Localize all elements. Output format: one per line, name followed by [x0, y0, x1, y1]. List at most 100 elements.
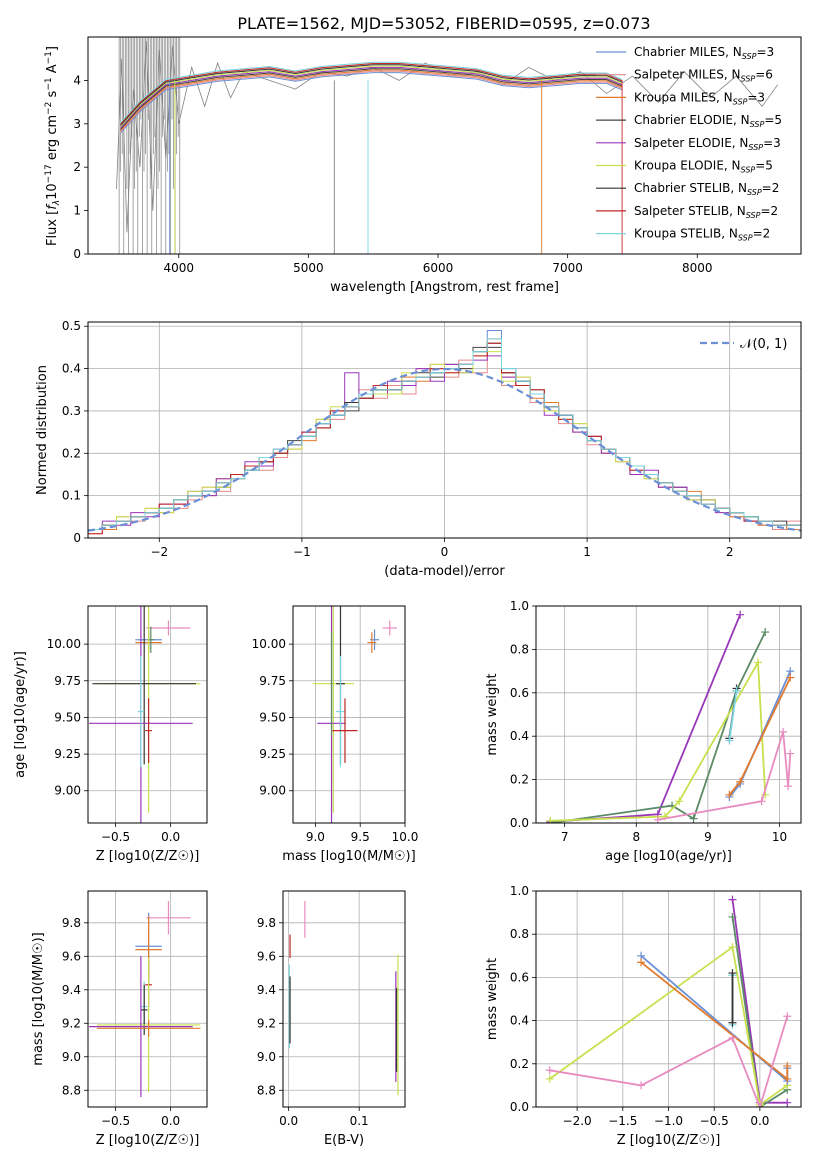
y-tick-label: 9.0: [257, 1050, 276, 1064]
model-spectrum-line: [120, 64, 623, 126]
plot-area-age_vs_Z: [89, 606, 201, 823]
weight-marker: [728, 1018, 737, 1027]
weight-marker: [757, 797, 766, 806]
x-tick-label: 6000: [423, 261, 454, 275]
x-tick-label: 9.0: [306, 830, 325, 844]
y-tick-label: 0.1: [62, 489, 81, 503]
weight-marker: [728, 969, 737, 978]
weight-marker: [728, 943, 737, 952]
model-spectrum-line: [120, 66, 623, 129]
x-tick-label: −0.5: [101, 1114, 130, 1128]
weight-marker: [754, 658, 763, 667]
weight-marker: [783, 1012, 792, 1021]
y-axis-label: age [log10(age/yr)]: [13, 651, 28, 778]
model-spectrum-line: [120, 72, 623, 134]
legend-label: 𝒩(0, 1): [740, 337, 787, 352]
y-tick-label: 9.50: [54, 710, 81, 724]
x-axis-label: age [log10(age/yr)]: [605, 849, 732, 864]
y-tick-label: 9.6: [62, 949, 81, 963]
weight-line-salpeter_elodie: [550, 614, 741, 823]
legend-label: Kroupa ELODIE, NSSP=5: [634, 159, 773, 175]
x-tick-label: 1: [583, 545, 591, 559]
y-tick-label: 9.8: [257, 916, 276, 930]
plot-area-age_vs_mass: [312, 606, 397, 823]
weight-marker: [779, 727, 788, 736]
model-spectrum-line: [120, 63, 623, 125]
plot-area-mass_vs_ebv: [288, 901, 399, 1096]
weight-marker: [728, 912, 737, 921]
y-axis-label: mass weight: [485, 958, 500, 1040]
weight-marker: [546, 816, 555, 823]
weight-marker: [736, 777, 745, 786]
plot-area-weight_vs_age: [546, 610, 795, 823]
weight-marker: [786, 749, 795, 758]
x-axis-label: Z [log10(Z/Z☉)]: [96, 849, 200, 864]
x-tick-label: 9: [704, 830, 712, 844]
weight-marker: [675, 797, 684, 806]
model-spectrum-line: [120, 65, 623, 128]
x-tick-label: 8000: [682, 261, 713, 275]
model-spectrum-line: [120, 69, 623, 132]
y-tick-label: 9.4: [257, 983, 276, 997]
model-spectrum-line: [120, 70, 623, 133]
weight-line-kroupa_stelib: [728, 690, 738, 741]
y-tick-label: 9.00: [54, 784, 81, 798]
y-tick-label: 0: [73, 531, 81, 545]
figure-title: PLATE=1562, MJD=53052, FIBERID=0595, z=0…: [237, 14, 650, 33]
legend-label: Salpeter STELIB, NSSP=2: [634, 204, 778, 220]
x-tick-label: 2: [726, 545, 734, 559]
panel-weight_vs_Z: −2.0 −1.5 −1.0 −0.5 0.0 0.0 0.2 0.4 0.6 0.8 1.0 Z […: [485, 884, 802, 1148]
weight-line-green: [731, 916, 788, 1107]
y-tick-label: 1: [73, 204, 81, 218]
y-tick-label: 0.4: [62, 362, 81, 376]
y-tick-label: 0.8: [510, 927, 529, 941]
x-tick-label: 10: [772, 830, 787, 844]
gaussian-curve: [88, 367, 801, 532]
weight-line-kroupa_elodie: [549, 945, 788, 1107]
plot-area-mass_vs_Z: [89, 901, 201, 1097]
weight-marker: [783, 1074, 792, 1083]
x-tick-label: 9.5: [351, 830, 370, 844]
y-tick-label: 9.8: [62, 916, 81, 930]
x-tick-label: 0.1: [350, 1114, 369, 1128]
y-tick-label: 9.2: [257, 1016, 276, 1030]
weight-marker: [637, 1081, 646, 1090]
legend-label: Kroupa MILES, NSSP=3: [634, 90, 765, 106]
panel-weight_vs_age: 7 8 9 10 0.0 0.2 0.4 0.6 0.8 1.0 age [log10(age/yr…: [485, 599, 802, 864]
histogram-step-kroupa_stelib: [88, 338, 801, 538]
axes-frame: [292, 605, 406, 824]
y-tick-label: 0.6: [510, 686, 529, 700]
y-tick-label: 9.25: [259, 747, 286, 761]
legend-label: Chabrier MILES, NSSP=3: [634, 45, 774, 61]
weight-marker: [732, 686, 741, 695]
weight-marker: [728, 1033, 737, 1042]
axes-frame: [87, 605, 208, 824]
weight-marker: [761, 628, 770, 637]
y-tick-label: 0.8: [510, 642, 529, 656]
y-tick-label: 0.3: [62, 404, 81, 418]
x-tick-label: 0.0: [161, 1114, 180, 1128]
y-tick-label: 4: [73, 73, 81, 87]
x-axis-label: (data-model)/error: [384, 564, 505, 579]
y-tick-label: 0.6: [510, 970, 529, 984]
panel-mass_vs_ebv: 0.0 0.1 8.8 9.0 9.2 9.4 9.6 9.8 E(B-V): [257, 890, 406, 1148]
weight-marker: [784, 782, 793, 791]
x-tick-label: 8: [632, 830, 640, 844]
panel-age_vs_mass: 9.0 9.5 10.0 9.00 9.25 9.50 9.75 10.00 mass [log…: [252, 605, 419, 864]
legend-label: Kroupa STELIB, NSSP=2: [634, 227, 770, 243]
x-axis-label: Z [log10(Z/Z☉)]: [617, 1133, 721, 1148]
y-tick-label: 9.75: [54, 674, 81, 688]
legend-label: Salpeter ELODIE, NSSP=3: [634, 136, 781, 152]
x-tick-label: 10.0: [392, 830, 419, 844]
weight-marker: [725, 736, 734, 745]
x-tick-label: 0: [441, 545, 449, 559]
x-tick-label: 4000: [163, 261, 194, 275]
panel-residuals: −2 −1 0 1 2 0 0.1 0.2 0.3 0.4 0.5 (data-model)/erro…: [35, 319, 802, 579]
y-tick-label: 0.0: [510, 1100, 529, 1114]
y-tick-label: 3: [73, 117, 81, 131]
plot-area-weight_vs_Z: [545, 895, 792, 1107]
x-tick-label: −1: [293, 545, 311, 559]
y-tick-label: 9.4: [62, 983, 81, 997]
y-tick-label: 0: [73, 247, 81, 261]
y-tick-label: 10.00: [47, 637, 81, 651]
